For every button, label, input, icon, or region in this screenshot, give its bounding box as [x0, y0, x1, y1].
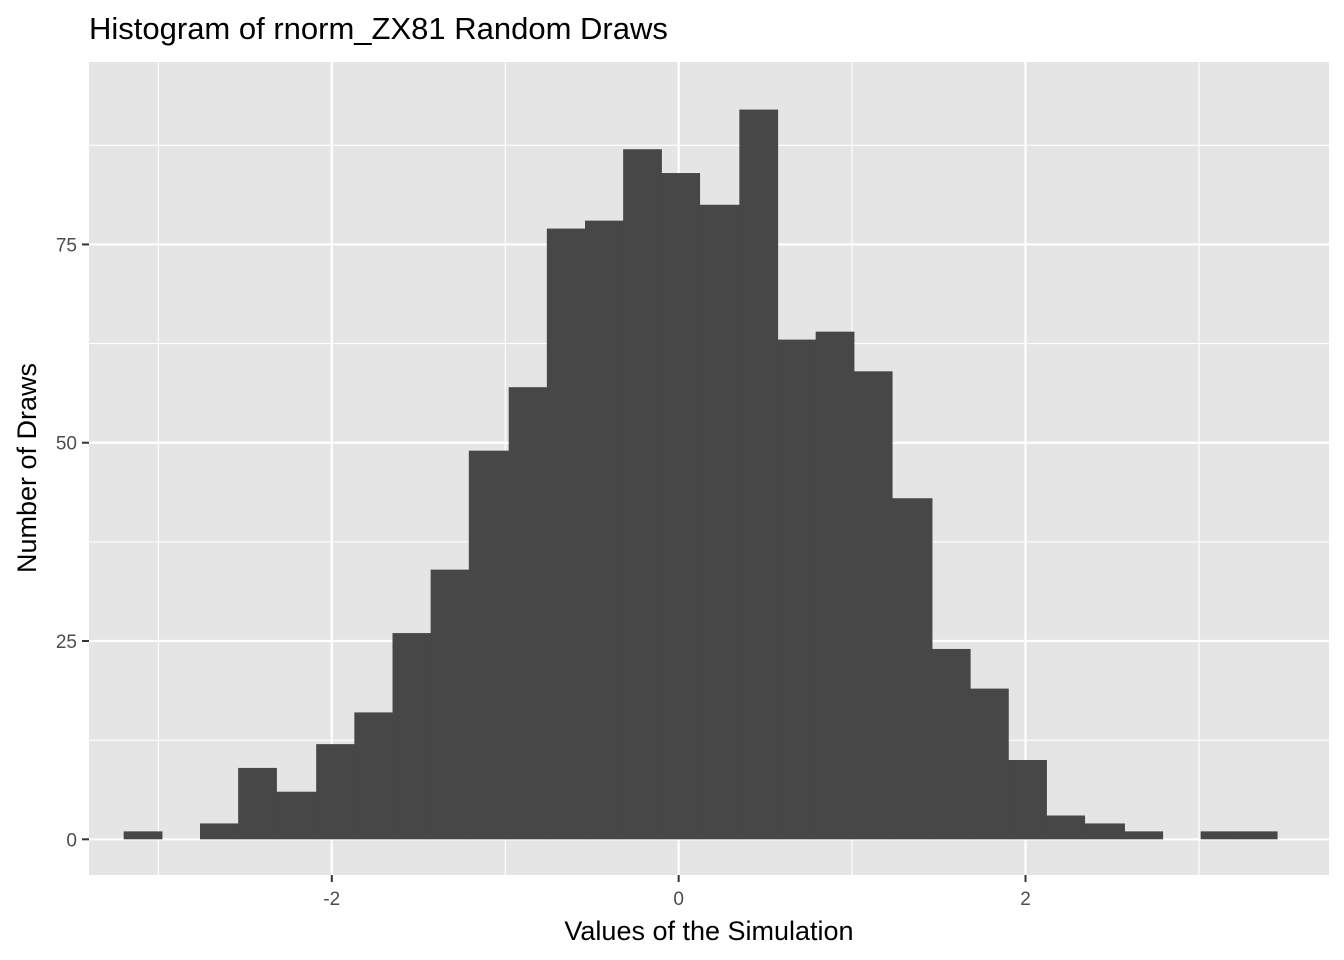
- histogram-bar-24: [1008, 759, 1047, 840]
- histogram-bar-12: [546, 228, 586, 840]
- chart-title: Histogram of rnorm_ZX81 Random Draws: [89, 11, 668, 46]
- histogram-bar-1: [123, 831, 163, 840]
- histogram-bar-26: [1084, 823, 1125, 840]
- y-tick-label: 50: [56, 434, 77, 455]
- histogram-bar-8: [392, 633, 432, 840]
- x-tick-label: 2: [1020, 889, 1031, 910]
- x-axis: -2 0 2: [323, 875, 1031, 910]
- histogram-bar-13: [585, 220, 624, 840]
- histogram-bar-22: [931, 648, 971, 840]
- histogram-bar-10: [468, 450, 510, 840]
- histogram-bar-19: [815, 331, 855, 840]
- y-tick-label: 75: [56, 235, 77, 256]
- histogram-bar-9: [430, 569, 470, 840]
- x-tick-label: -2: [323, 889, 340, 910]
- histogram-bar-16: [699, 204, 740, 840]
- histogram-bar-3: [199, 823, 239, 840]
- y-tick-label: 0: [66, 830, 77, 851]
- histogram-bar-25: [1046, 815, 1086, 840]
- histogram-bar-21: [891, 498, 933, 840]
- histogram-bar-11: [508, 387, 548, 840]
- y-tick-label: 25: [56, 632, 77, 653]
- histogram-bar-6: [316, 744, 355, 840]
- x-axis-title: Values of the Simulation: [564, 916, 853, 946]
- histogram-bar-29: [1200, 831, 1240, 840]
- histogram-bar-27: [1124, 831, 1164, 840]
- histogram-bar-4: [238, 767, 277, 840]
- x-tick-label: 0: [673, 889, 684, 910]
- histogram-bar-7: [354, 712, 394, 840]
- histogram-bar-30: [1238, 831, 1278, 840]
- histogram-bar-18: [777, 339, 817, 840]
- histogram-bar-15: [661, 173, 701, 840]
- y-axis: 0 25 50 75: [56, 235, 89, 851]
- histogram-bar-14: [623, 149, 662, 840]
- y-axis-title: Number of Draws: [12, 363, 42, 573]
- histogram-bar-23: [970, 688, 1009, 840]
- histogram-bars: [123, 109, 1278, 840]
- histogram-bar-20: [853, 371, 893, 840]
- histogram-bar-17: [739, 109, 779, 840]
- histogram-bar-5: [276, 791, 317, 840]
